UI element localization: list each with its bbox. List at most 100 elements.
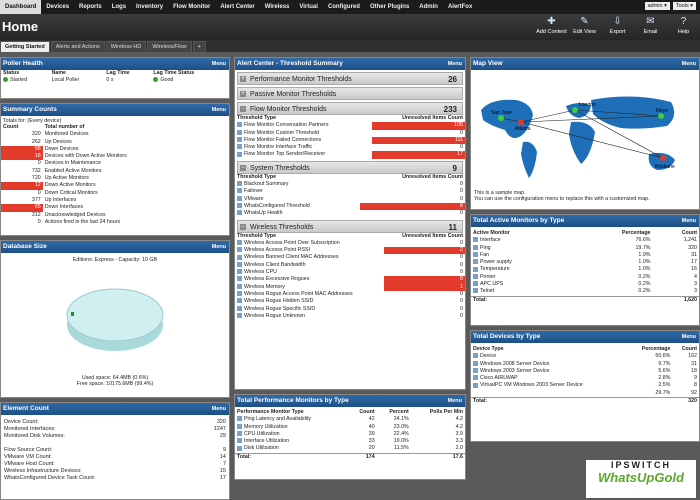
menu-button[interactable]: Menu (211, 61, 226, 67)
threshold-section-header[interactable]: + Performance Monitor Thresholds 26 (237, 72, 463, 85)
header-action-button[interactable]: ✉ Email (634, 16, 667, 35)
nav-item[interactable]: Alert Center (220, 4, 255, 10)
table-row[interactable]: Telnet 0.2% 3 (471, 288, 699, 296)
table-row[interactable]: Printer 0.2% 4 (471, 274, 699, 281)
menu-button[interactable]: Menu (447, 61, 462, 67)
dashboard-tab[interactable]: Wireless/Flow (147, 41, 192, 52)
header-action-button[interactable]: ? Help (667, 16, 700, 35)
site-marker[interactable] (658, 113, 664, 119)
dashboard-tab[interactable]: + (192, 41, 206, 52)
site-marker[interactable] (572, 107, 578, 113)
table-row[interactable]: Fan 1.9% 31 (471, 252, 699, 259)
menu-button[interactable]: Menu (211, 244, 226, 250)
table-row[interactable]: 377 Up Interfaces (1, 197, 229, 204)
threshold-section-header[interactable]: − Wireless Thresholds 11 (237, 219, 463, 233)
table-row[interactable]: 732 Enabled Active Monitors (1, 168, 229, 175)
site-marker[interactable] (518, 119, 524, 125)
menu-button[interactable]: Menu (211, 107, 226, 113)
table-row[interactable]: Wireless Rogue Access Point MAC Addresse… (235, 291, 465, 298)
nav-item[interactable]: AlertFox (447, 4, 473, 10)
site-marker[interactable] (498, 115, 504, 121)
world-map[interactable]: San Jose Atlanta London Tokyo Brisbane (471, 70, 699, 188)
dashboard-tab[interactable]: Wireless HD (105, 41, 147, 52)
menu-button[interactable]: Menu (447, 398, 462, 404)
table-row[interactable]: Blackout Summary 0 (235, 181, 465, 188)
nav-item[interactable]: Flow Monitor (173, 4, 211, 10)
nav-item[interactable]: Devices (46, 4, 70, 10)
table-row[interactable]: Wireless Client Bandwidth 0 (235, 262, 465, 269)
table-row[interactable]: Failover 0 (235, 188, 465, 195)
table-row[interactable]: 29.7% 92 (471, 390, 699, 398)
table-row[interactable]: 720 Up Active Monitors (1, 175, 229, 182)
nav-item[interactable]: Inventory (136, 4, 164, 10)
table-row[interactable]: 0 Actions fired in the last 24 hours (1, 219, 229, 226)
table-row[interactable]: Flow Monitor Failed Connections 111 (235, 136, 465, 145)
collapse-icon[interactable]: − (240, 106, 246, 112)
table-row[interactable]: Wireless Memory 1 (235, 283, 465, 291)
table-row[interactable]: 320 Monitored Devices (1, 131, 229, 138)
collapse-icon[interactable]: − (240, 164, 246, 171)
table-row[interactable]: Wireless Access Point RSSI 2 (235, 247, 465, 255)
table-row[interactable]: 262 Up Devices (1, 139, 229, 146)
menu-button[interactable]: Menu (681, 334, 696, 340)
dashboard-tab[interactable]: Getting Started (0, 41, 50, 52)
user-dropdown[interactable]: admin ▾ (644, 2, 670, 10)
table-row[interactable]: Wireless CPU 0 (235, 269, 465, 276)
nav-item[interactable]: Dashboard (0, 0, 42, 14)
table-row[interactable]: Device 50.6% 162 (471, 353, 699, 360)
nav-item[interactable]: Configured (327, 4, 360, 10)
table-row[interactable]: Windows 2008 Server Device 9.7% 31 (471, 361, 699, 368)
table-row[interactable]: Power supply 1.0% 17 (471, 259, 699, 266)
menu-button[interactable]: Menu (211, 406, 226, 412)
nav-item[interactable]: Other Plugins (369, 4, 410, 10)
table-row[interactable]: Wireless Rogue Unknown 0 (235, 313, 465, 320)
table-row[interactable]: Memory Utilization 40 23.0% 4.2 (235, 424, 465, 431)
table-row[interactable]: Flow Monitor Top Sender/Receiver 17 (235, 151, 465, 159)
table-row[interactable]: 65 Down Interfaces (1, 204, 229, 212)
table-row[interactable]: Flow Monitor Custom Threshold 0 (235, 130, 465, 137)
table-row[interactable]: VMware 0 (235, 196, 465, 203)
threshold-section-header[interactable]: − Flow Monitor Thresholds 233 (237, 102, 463, 115)
table-row[interactable]: 18 Devices with Down Active Monitors (1, 153, 229, 161)
menu-button[interactable]: Menu (681, 218, 696, 224)
table-row[interactable]: VirtualPC VM Windows 2003 Server Device 2… (471, 382, 699, 389)
threshold-section-header[interactable]: − System Thresholds 9 (237, 160, 463, 174)
table-row[interactable]: Wireless Rogue Specific SSID 0 (235, 306, 465, 313)
header-action-button[interactable]: ⇩ Export (601, 16, 634, 35)
menu-button[interactable]: Menu (681, 61, 696, 67)
table-row[interactable]: Wireless Excessive Rogues 8 (235, 276, 465, 284)
site-marker[interactable] (660, 155, 666, 161)
header-action-button[interactable]: ✎ Edit View (568, 16, 601, 35)
table-row[interactable]: 0 Down Critical Monitors (1, 190, 229, 197)
table-row[interactable]: Windows 2003 Server Device 5.6% 18 (471, 368, 699, 375)
table-row[interactable]: 58 Down Devices (1, 145, 229, 154)
threshold-section-header[interactable]: + Passive Monitor Thresholds (237, 87, 463, 100)
table-row[interactable]: Wireless Rogue Hidden SSID 0 (235, 298, 465, 305)
nav-item[interactable]: Virtual (299, 4, 318, 10)
table-row[interactable]: Ping 19.7% 320 (471, 245, 699, 252)
nav-item[interactable]: Reports (79, 4, 102, 10)
table-row[interactable]: Interface Utilization 33 19.0% 3.3 (235, 438, 465, 445)
header-action-button[interactable]: ✚ Add Content (535, 16, 568, 35)
collapse-icon[interactable]: − (240, 223, 246, 230)
table-row[interactable]: Wireless Access Point Over Subscription 0 (235, 240, 465, 247)
table-row[interactable]: Wireless Banned Client MAC Addresses 0 (235, 254, 465, 261)
nav-item[interactable]: Wireless (264, 4, 290, 10)
table-row[interactable]: 0 Devices in Maintenance (1, 160, 229, 167)
table-row[interactable]: 312 Unacknowledged Devices (1, 212, 229, 219)
expand-icon[interactable]: + (240, 91, 246, 97)
nav-item[interactable]: Logs (111, 4, 127, 10)
table-row[interactable]: WhatsUp Health 0 (235, 210, 465, 217)
table-row[interactable]: Started Local Poller 0 s Good (1, 77, 229, 84)
table-row[interactable]: Flow Monitor Conversation Partners 105 (235, 122, 465, 130)
table-row[interactable]: Interface 76.6% 1,241 (471, 237, 699, 244)
table-row[interactable]: Disk Utilization 20 11.5% 2.0 (235, 445, 465, 453)
table-row[interactable]: Ping Latency and Availability 42 24.1% 4.2 (235, 416, 465, 423)
table-row[interactable]: CPU Utilization 39 22.4% 3.9 (235, 431, 465, 438)
table-row[interactable]: Temperature 1.0% 16 (471, 266, 699, 273)
expand-icon[interactable]: + (240, 76, 246, 82)
table-row[interactable]: Flow Monitor Interface Traffic 0 (235, 144, 465, 151)
nav-item[interactable]: Admin (419, 4, 438, 10)
table-row[interactable]: 12 Down Active Monitors (1, 182, 229, 190)
tools-dropdown[interactable]: Tools ▾ (672, 2, 696, 10)
